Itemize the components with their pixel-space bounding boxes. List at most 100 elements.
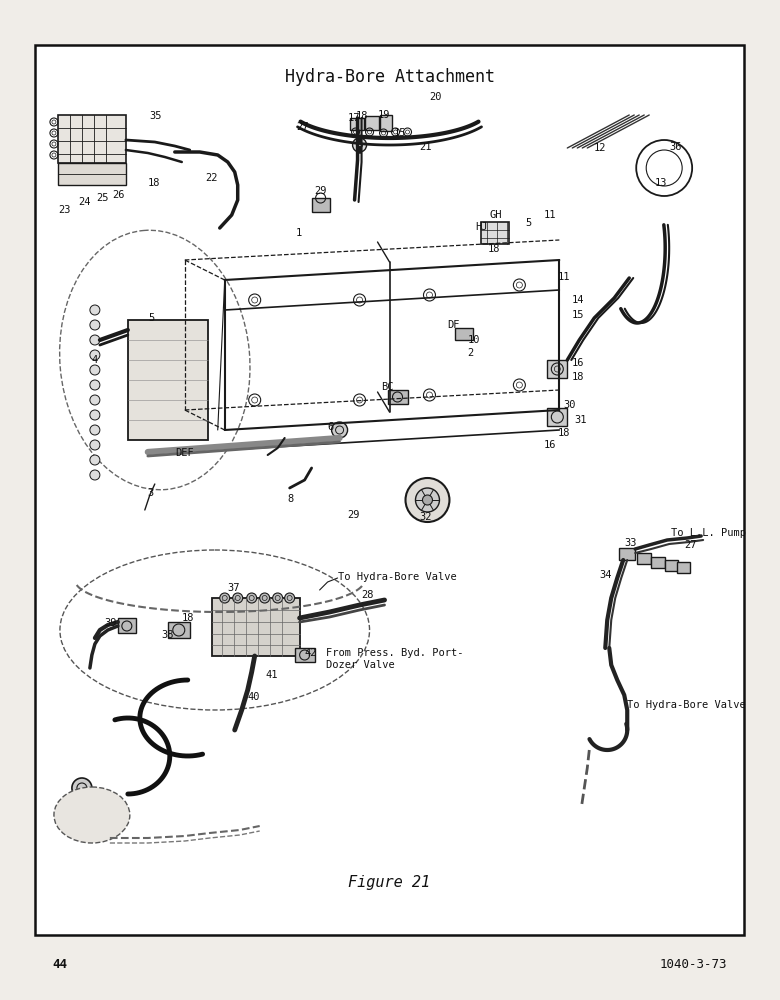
Circle shape [285, 593, 295, 603]
Text: DF: DF [448, 320, 460, 330]
Text: 6: 6 [328, 422, 334, 432]
Text: 24: 24 [78, 197, 90, 207]
Bar [481, 222, 509, 244]
Text: 28: 28 [362, 590, 374, 600]
Circle shape [90, 410, 100, 420]
Circle shape [90, 380, 100, 390]
Circle shape [406, 478, 449, 522]
Circle shape [90, 470, 100, 480]
Text: 3: 3 [148, 488, 154, 498]
Bar [548, 360, 567, 378]
Bar [35, 45, 744, 935]
Circle shape [90, 365, 100, 375]
Text: 25: 25 [96, 193, 108, 203]
Text: 8: 8 [288, 494, 294, 504]
Bar [364, 116, 378, 130]
Bar [295, 648, 314, 662]
Bar [168, 622, 190, 638]
Bar [548, 408, 567, 426]
Text: 36: 36 [669, 142, 682, 152]
Bar [456, 328, 473, 340]
Circle shape [353, 138, 367, 152]
Text: 38: 38 [161, 630, 174, 640]
Text: 26: 26 [112, 190, 124, 200]
Bar [619, 548, 635, 560]
Text: 27: 27 [296, 122, 309, 132]
Text: 18: 18 [356, 111, 368, 121]
Text: 13: 13 [655, 178, 668, 188]
Text: GH: GH [489, 210, 502, 220]
Circle shape [260, 593, 270, 603]
Text: 31: 31 [574, 415, 587, 425]
Text: 32: 32 [420, 512, 432, 522]
Text: 37: 37 [228, 583, 240, 593]
Circle shape [90, 425, 100, 435]
Circle shape [423, 495, 432, 505]
Text: To L.L. Pump: To L.L. Pump [671, 528, 746, 538]
Bar [349, 118, 363, 130]
Bar [388, 390, 407, 404]
Bar [211, 598, 300, 656]
Bar [58, 163, 126, 185]
Bar [118, 618, 136, 633]
Text: 2: 2 [467, 348, 473, 358]
Text: 1: 1 [296, 228, 302, 238]
Text: Figure 21: Figure 21 [349, 875, 431, 890]
Text: Hydra-Bore Attachment: Hydra-Bore Attachment [285, 68, 495, 86]
Text: 33: 33 [624, 538, 636, 548]
Circle shape [220, 593, 230, 603]
Text: 34: 34 [599, 570, 612, 580]
Text: 15: 15 [571, 310, 583, 320]
Text: HJ: HJ [476, 222, 488, 232]
Text: 44: 44 [52, 958, 67, 971]
Text: 39: 39 [104, 618, 116, 628]
Text: 18: 18 [182, 613, 194, 623]
Circle shape [332, 422, 348, 438]
Text: 15: 15 [394, 128, 406, 138]
Bar [665, 560, 678, 571]
Text: 10: 10 [467, 335, 480, 345]
Ellipse shape [54, 787, 129, 843]
Text: 29: 29 [348, 510, 360, 520]
Text: 27: 27 [684, 540, 697, 550]
Text: 5: 5 [148, 313, 154, 323]
Bar [651, 557, 665, 568]
Text: 20: 20 [430, 92, 442, 102]
Circle shape [72, 778, 92, 798]
Text: 22: 22 [205, 173, 218, 183]
Circle shape [273, 593, 282, 603]
Text: 18: 18 [488, 244, 500, 254]
Circle shape [246, 593, 257, 603]
Text: 14: 14 [571, 295, 583, 305]
Text: 21: 21 [420, 142, 432, 152]
Text: 18: 18 [148, 178, 161, 188]
Circle shape [232, 593, 243, 603]
Bar [677, 562, 690, 573]
Text: 16: 16 [544, 440, 556, 450]
Text: 16: 16 [571, 358, 583, 368]
Text: 35: 35 [150, 111, 162, 121]
Text: 42: 42 [305, 648, 317, 658]
Text: 11: 11 [558, 272, 570, 282]
Text: 11: 11 [544, 210, 556, 220]
Text: 18: 18 [571, 372, 583, 382]
Bar [637, 553, 651, 564]
Text: 23: 23 [58, 205, 70, 215]
Circle shape [90, 305, 100, 315]
Text: To Hydra-Bore Valve: To Hydra-Bore Valve [627, 700, 746, 710]
Text: 40: 40 [248, 692, 261, 702]
Text: From Press. Byd. Port-: From Press. Byd. Port- [325, 648, 463, 658]
Text: 30: 30 [563, 400, 576, 410]
Text: 4: 4 [92, 355, 98, 365]
Text: 29: 29 [314, 186, 327, 196]
Text: 12: 12 [594, 143, 606, 153]
Text: To Hydra-Bore Valve: To Hydra-Bore Valve [338, 572, 456, 582]
Text: Dozer Valve: Dozer Valve [325, 660, 395, 670]
Circle shape [90, 395, 100, 405]
Bar [312, 198, 330, 212]
Circle shape [90, 335, 100, 345]
Circle shape [90, 455, 100, 465]
Text: 19: 19 [378, 110, 390, 120]
Text: DEF: DEF [175, 448, 193, 458]
Bar [128, 320, 207, 440]
